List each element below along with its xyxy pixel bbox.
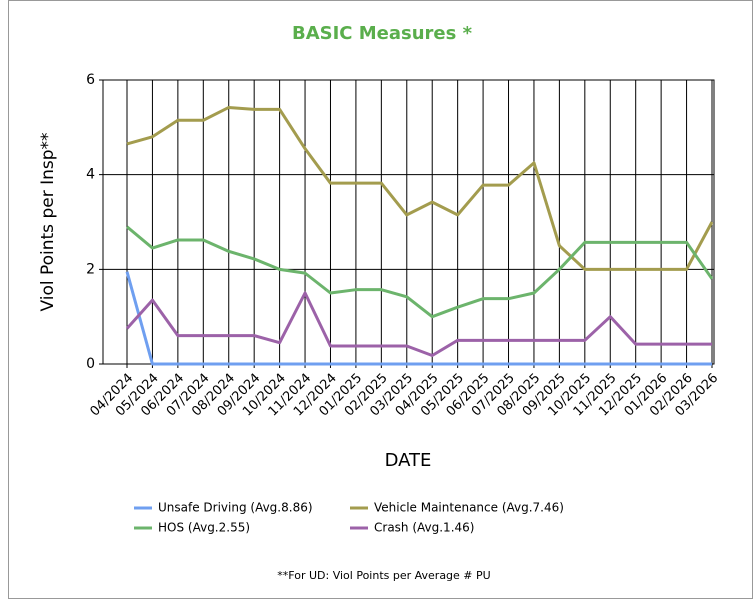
x-axis-label: DATE — [385, 450, 432, 471]
y-tick-label: 4 — [86, 167, 95, 183]
y-axis-label: Viol Points per Insp** — [38, 132, 58, 311]
footnote: **For UD: Viol Points per Average # PU — [277, 569, 490, 582]
series-line — [125, 291, 712, 357]
y-tick-label: 0 — [86, 356, 95, 372]
series-line — [126, 225, 714, 319]
series-line — [126, 105, 714, 271]
chart-title: BASIC Measures * — [292, 23, 473, 44]
legend-label: Unsafe Driving (Avg.8.86) — [158, 501, 313, 515]
y-tick-label: 2 — [86, 261, 95, 277]
y-tick-label: 6 — [86, 72, 95, 88]
plot-area — [102, 79, 715, 365]
series-line — [125, 271, 712, 366]
legend-label: Crash (Avg.1.46) — [374, 521, 474, 535]
legend-label: HOS (Avg.2.55) — [158, 521, 250, 535]
legend-label: Vehicle Maintenance (Avg.7.46) — [374, 501, 564, 515]
